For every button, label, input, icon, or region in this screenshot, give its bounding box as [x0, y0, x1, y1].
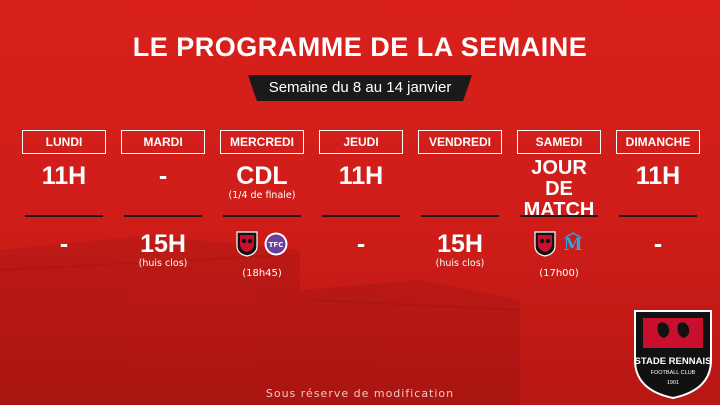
separator [124, 215, 202, 217]
day-column-mercredi: MERCREDI CDL (1/4 de finale) TFC (18h45) [220, 130, 304, 279]
match-day-line2: MATCH [523, 199, 595, 221]
day-label: MARDI [121, 130, 205, 154]
week-badge: Semaine du 8 au 14 janvier [248, 75, 472, 101]
separator [322, 215, 400, 217]
day-column-vendredi: VENDREDI 15H (huis clos) [418, 130, 502, 269]
day-label: JEUDI [319, 130, 403, 154]
match-time: (18h45) [242, 268, 282, 279]
day-column-jeudi: JEUDI 11H - [319, 130, 403, 258]
afternoon-slot: - [59, 230, 69, 258]
separator [223, 215, 301, 217]
day-column-mardi: MARDI - 15H (huis clos) [121, 130, 205, 269]
morning-slot: CDL [236, 162, 288, 190]
morning-slot: 11H [338, 162, 384, 190]
match-day-line1: JOUR DE [531, 157, 587, 200]
morning-slot: 11H [41, 162, 87, 190]
afternoon-slot: 15H [437, 230, 483, 258]
day-label: MERCREDI [220, 130, 304, 154]
stade-rennais-logo: STADE RENNAIS FOOTBALL CLUB 1901 [634, 310, 712, 400]
page-title: LE PROGRAMME DE LA SEMAINE [132, 32, 588, 62]
afternoon-slot: - [653, 230, 663, 258]
svg-text:M: M [564, 235, 583, 255]
olympique-marseille-icon: M [564, 232, 583, 255]
afternoon-slot: - [356, 230, 366, 258]
day-label: LUNDI [22, 130, 106, 154]
day-label: SAMEDI [517, 130, 601, 154]
stade-rennais-crest-icon [236, 231, 258, 257]
svg-text:1901: 1901 [667, 380, 679, 386]
match-time: (17h00) [539, 268, 579, 279]
separator [520, 215, 598, 217]
morning-slot: 11H [635, 162, 681, 190]
day-column-dimanche: DIMANCHE 11H - [616, 130, 700, 258]
svg-text:FOOTBALL CLUB: FOOTBALL CLUB [651, 370, 696, 376]
afternoon-slot: 15H [140, 230, 186, 258]
svg-text:TFC: TFC [269, 241, 284, 249]
separator [619, 215, 697, 217]
day-label: VENDREDI [418, 130, 502, 154]
toulouse-fc-icon: TFC [264, 232, 288, 256]
separator [421, 215, 499, 217]
day-column-lundi: LUNDI 11H - [22, 130, 106, 258]
afternoon-note: (huis clos) [435, 258, 485, 269]
day-label: DIMANCHE [616, 130, 700, 154]
separator [25, 215, 103, 217]
afternoon-note: (huis clos) [138, 258, 188, 269]
stade-rennais-crest-icon [534, 231, 556, 257]
day-column-samedi: SAMEDI JOUR DE MATCH M (17h00) [517, 130, 601, 279]
morning-note: (1/4 de finale) [228, 190, 296, 201]
svg-text:STADE RENNAIS: STADE RENNAIS [635, 356, 712, 367]
morning-slot: - [158, 162, 168, 190]
disclaimer: Sous réserve de modification [265, 387, 455, 400]
